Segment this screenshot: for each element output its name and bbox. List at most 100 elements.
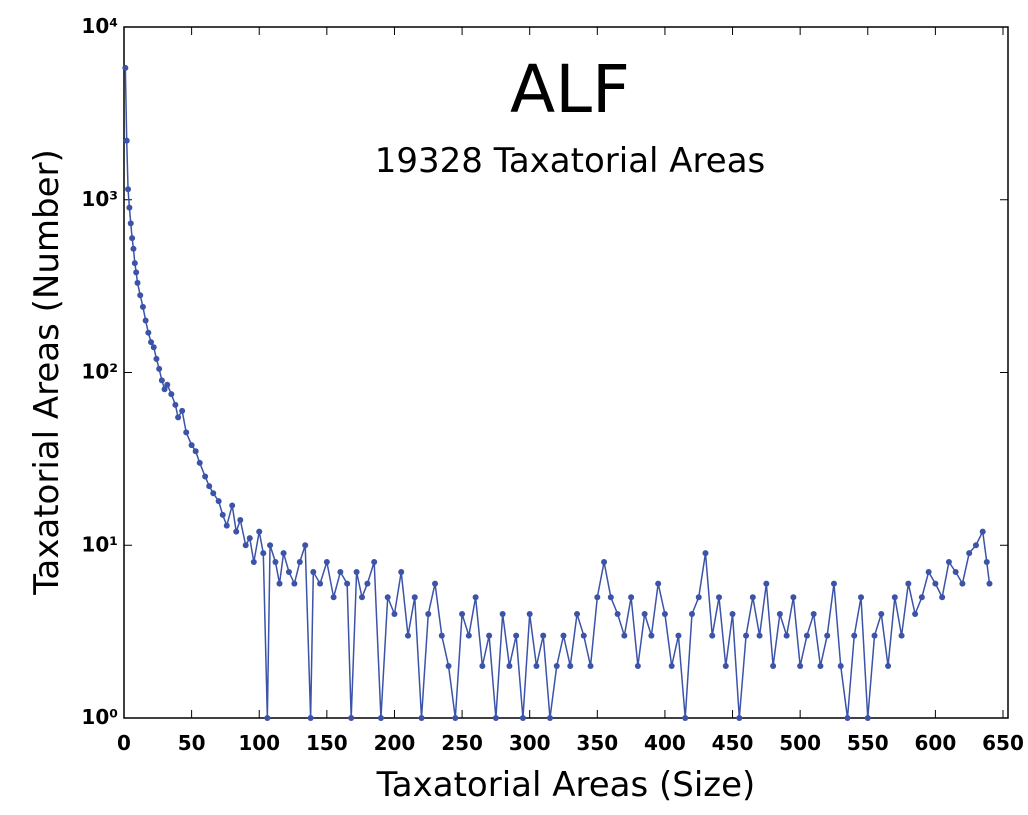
data-point xyxy=(641,610,648,617)
data-point xyxy=(479,662,486,669)
data-point xyxy=(983,558,990,565)
x-tick-label: 0 xyxy=(117,731,131,755)
data-point xyxy=(465,632,472,639)
data-point xyxy=(202,473,209,480)
data-point xyxy=(506,662,513,669)
x-tick-label: 350 xyxy=(576,731,618,755)
data-point xyxy=(729,610,736,617)
data-point xyxy=(150,344,157,351)
data-point xyxy=(161,386,168,393)
data-point xyxy=(878,610,885,617)
data-point xyxy=(125,186,132,193)
data-point xyxy=(175,414,182,421)
data-point xyxy=(398,569,405,576)
data-point xyxy=(223,522,230,529)
data-point xyxy=(267,542,274,549)
data-point xyxy=(912,610,919,617)
data-point xyxy=(513,632,520,639)
data-point xyxy=(756,632,763,639)
data-point xyxy=(264,715,271,721)
data-point xyxy=(364,580,371,587)
data-point xyxy=(172,401,179,408)
data-point xyxy=(594,594,601,601)
y-tick-label: 10³ xyxy=(81,187,118,211)
x-tick-label: 550 xyxy=(847,731,889,755)
data-point xyxy=(139,303,146,310)
data-point xyxy=(736,715,743,721)
data-point xyxy=(404,632,411,639)
data-point xyxy=(219,511,226,518)
data-point xyxy=(979,528,986,535)
data-point xyxy=(452,715,459,721)
data-point xyxy=(148,339,155,346)
x-tick-label: 250 xyxy=(441,731,483,755)
data-point xyxy=(188,442,195,449)
data-point xyxy=(272,558,279,565)
data-point xyxy=(709,632,716,639)
data-point xyxy=(164,381,171,388)
data-point xyxy=(891,594,898,601)
data-point xyxy=(966,550,973,557)
data-point xyxy=(432,580,439,587)
data-point xyxy=(783,632,790,639)
data-point xyxy=(145,329,152,336)
data-point xyxy=(601,558,608,565)
data-point xyxy=(296,558,303,565)
data-point xyxy=(803,632,810,639)
data-point xyxy=(168,391,175,398)
data-point xyxy=(939,594,946,601)
data-point xyxy=(215,498,222,505)
data-point xyxy=(229,502,236,509)
x-tick-label: 650 xyxy=(982,731,1024,755)
data-point xyxy=(925,569,932,576)
data-point xyxy=(122,64,129,71)
data-point xyxy=(130,245,137,252)
data-point xyxy=(560,632,567,639)
data-point xyxy=(749,594,756,601)
data-point xyxy=(763,580,770,587)
data-point xyxy=(237,517,244,524)
data-point xyxy=(986,580,993,587)
data-point xyxy=(126,204,133,211)
data-point xyxy=(722,662,729,669)
data-point xyxy=(824,632,831,639)
data-point xyxy=(655,580,662,587)
data-point xyxy=(459,610,466,617)
data-point xyxy=(797,662,804,669)
plot-frame xyxy=(123,26,1009,719)
data-point xyxy=(348,715,355,721)
data-point xyxy=(864,715,871,721)
data-point xyxy=(716,594,723,601)
data-point xyxy=(587,662,594,669)
x-tick-label: 100 xyxy=(238,731,280,755)
data-point xyxy=(384,594,391,601)
data-point xyxy=(371,558,378,565)
data-point xyxy=(323,558,330,565)
data-point xyxy=(526,610,533,617)
data-point xyxy=(885,662,892,669)
data-point xyxy=(353,569,360,576)
data-point xyxy=(192,448,199,455)
data-point xyxy=(391,610,398,617)
data-point xyxy=(837,662,844,669)
data-point xyxy=(776,610,783,617)
data-point xyxy=(932,580,939,587)
data-point xyxy=(634,662,641,669)
chart-title: ALF xyxy=(510,51,630,128)
data-point xyxy=(233,528,240,535)
data-point xyxy=(280,550,287,557)
data-point xyxy=(337,569,344,576)
data-point xyxy=(206,483,213,490)
data-point xyxy=(291,580,298,587)
data-point xyxy=(898,632,905,639)
data-point xyxy=(472,594,479,601)
x-tick-label: 150 xyxy=(306,731,348,755)
data-point xyxy=(158,377,165,384)
data-point xyxy=(156,365,163,372)
data-point xyxy=(492,715,499,721)
data-point xyxy=(621,632,628,639)
data-point xyxy=(183,429,190,436)
data-point xyxy=(770,662,777,669)
